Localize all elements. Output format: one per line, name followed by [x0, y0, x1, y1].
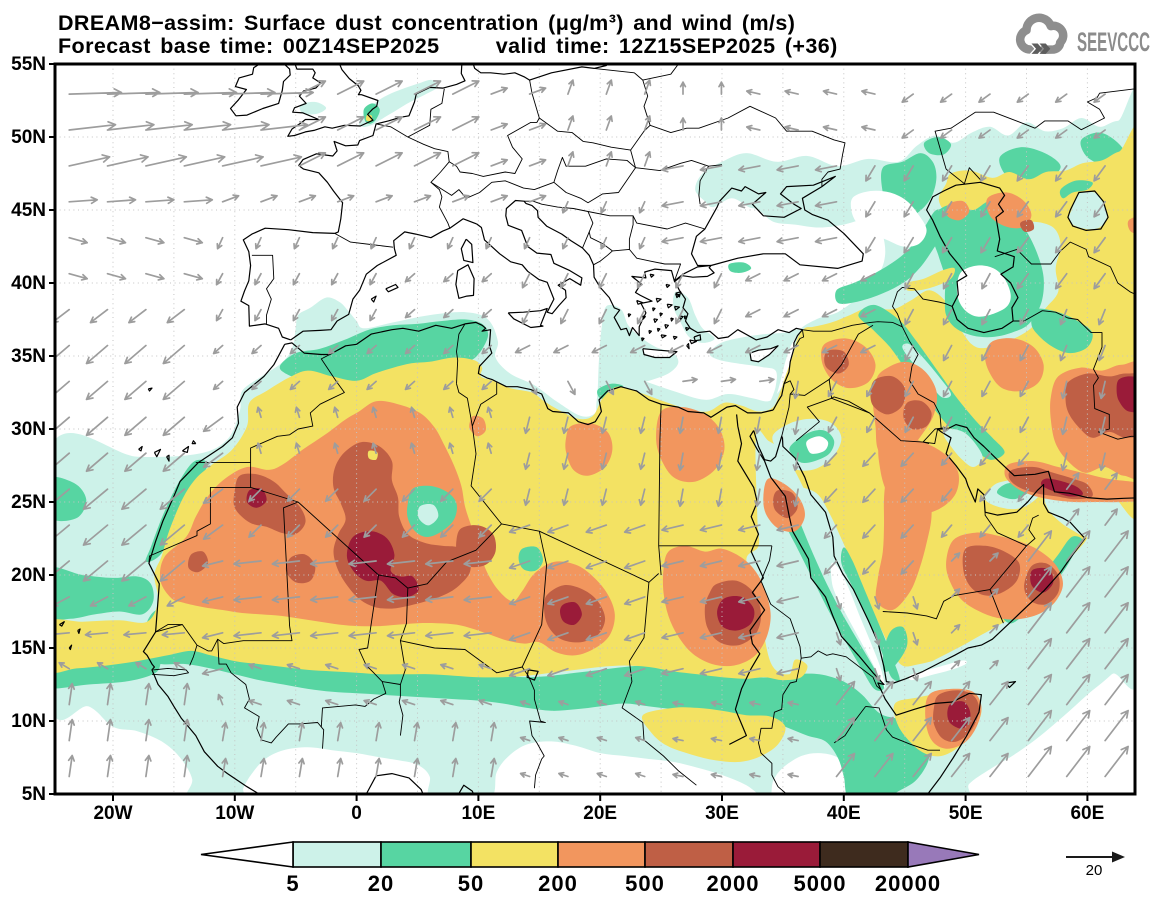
svg-text:0: 0	[351, 803, 362, 824]
svg-text:20: 20	[368, 871, 394, 896]
svg-text:2000: 2000	[707, 871, 760, 896]
svg-text:10N: 10N	[11, 711, 46, 732]
svg-text:10E: 10E	[461, 803, 495, 824]
svg-text:55N: 55N	[11, 54, 46, 75]
svg-text:15N: 15N	[11, 638, 46, 659]
svg-text:5N: 5N	[22, 784, 46, 805]
svg-text:50: 50	[458, 871, 484, 896]
svg-text:35N: 35N	[11, 346, 46, 367]
svg-text:5000: 5000	[794, 871, 847, 896]
svg-text:20000: 20000	[875, 871, 941, 896]
svg-text:DREAM8−assim: Surface dust con: DREAM8−assim: Surface dust concentration…	[58, 11, 795, 35]
svg-text:500: 500	[625, 871, 665, 896]
svg-text:20E: 20E	[583, 803, 617, 824]
svg-text:20: 20	[1086, 862, 1103, 879]
svg-text:50E: 50E	[949, 803, 983, 824]
svg-text:40N: 40N	[11, 273, 46, 294]
svg-text:45N: 45N	[11, 200, 46, 221]
svg-text:SEEVCCC: SEEVCCC	[1077, 27, 1150, 57]
svg-text:10W: 10W	[215, 803, 254, 824]
svg-text:60E: 60E	[1070, 803, 1104, 824]
svg-text:Forecast base time: 00Z14SEP20: Forecast base time: 00Z14SEP2025 valid t…	[58, 34, 838, 58]
svg-text:20N: 20N	[11, 565, 46, 586]
svg-text:40E: 40E	[827, 803, 861, 824]
svg-text:25N: 25N	[11, 492, 46, 513]
svg-text:200: 200	[538, 871, 578, 896]
svg-text:20W: 20W	[93, 803, 132, 824]
svg-text:50N: 50N	[11, 127, 46, 148]
svg-text:30N: 30N	[11, 419, 46, 440]
svg-text:30E: 30E	[705, 803, 739, 824]
svg-text:5: 5	[286, 871, 299, 896]
